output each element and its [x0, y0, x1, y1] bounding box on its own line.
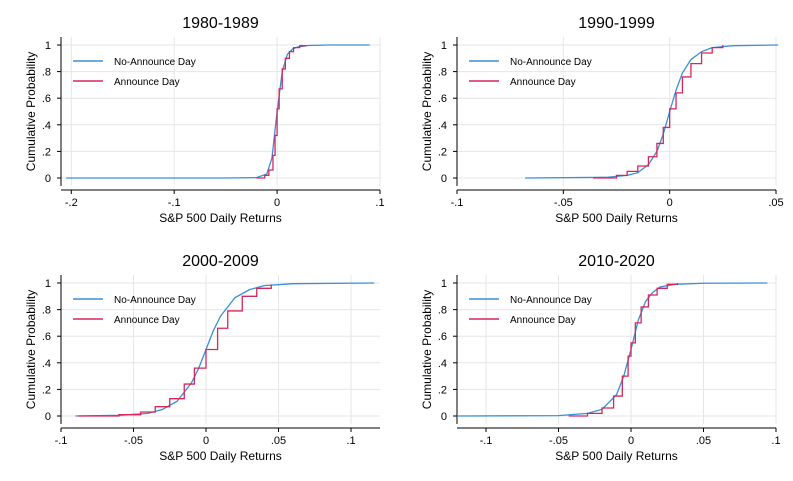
y-tick-label: 1 [45, 40, 51, 52]
y-tick-label: 0 [45, 411, 51, 423]
chart-title: 2010-2020 [578, 253, 655, 270]
x-tick-label: .1 [375, 197, 384, 209]
y-tick-label: .2 [42, 384, 51, 396]
legend-label: Announce Day [114, 315, 180, 326]
x-tick-label: -.05 [549, 435, 568, 447]
y-tick-label: .6 [42, 93, 51, 105]
x-tick-label: 0 [667, 197, 673, 209]
y-tick-label: .8 [438, 305, 447, 317]
y-axis-label: Cumulative Probability [420, 52, 434, 171]
legend-label: Announce Day [114, 77, 180, 88]
chart-svg: 0 .2 .4 .6 .8 1 -.1 -.05 0 .05 .1 No-Announce Day An… [420, 253, 781, 463]
legend-label: Announce Day [510, 77, 576, 88]
y-tick-label: .6 [438, 93, 447, 105]
x-tick-label: 0 [628, 435, 634, 447]
y-tick-label: 0 [441, 411, 447, 423]
y-tick-label: .8 [42, 305, 51, 317]
chart-title: 1980-1989 [182, 15, 259, 32]
chart-title: 1990-1999 [578, 15, 655, 32]
x-tick-label: .05 [271, 435, 286, 447]
plot-area [457, 37, 776, 186]
chart-panel-1980-1989: 0 .2 .4 .6 .8 1 -.2 -.1 0 .1 No-Announce Day Announ… [0, 0, 397, 243]
series-line-announce [568, 283, 679, 417]
y-tick-label: 1 [45, 278, 51, 290]
y-tick-label: .6 [42, 331, 51, 343]
series-line-announce [78, 284, 272, 417]
x-tick-label: 0 [203, 435, 209, 447]
chart-panel-1990-1999: 0 .2 .4 .6 .8 1 -.1 -.05 0 .05 No-Announce Day Anno… [396, 0, 793, 243]
chart-title: 2000-2009 [182, 253, 259, 270]
plot-area [61, 37, 380, 186]
legend-label: No-Announce Day [114, 57, 196, 68]
x-tick-label: -.05 [124, 435, 143, 447]
chart-svg: 0 .2 .4 .6 .8 1 -.1 -.05 0 .05 No-Announce Day Anno… [420, 15, 784, 225]
y-tick-label: .8 [438, 67, 447, 79]
y-tick-label: .2 [42, 146, 51, 158]
x-axis-label: S&P 500 Daily Returns [159, 449, 282, 463]
y-tick-label: 1 [441, 278, 447, 290]
y-tick-label: .4 [42, 358, 51, 370]
legend-label: Announce Day [510, 315, 576, 326]
x-tick-label: -.05 [554, 197, 573, 209]
legend-label: No-Announce Day [114, 295, 196, 306]
legend-label: No-Announce Day [510, 57, 592, 68]
x-tick-label: -.1 [451, 197, 464, 209]
chart-svg: 0 .2 .4 .6 .8 1 -.1 -.05 0 .05 .1 No-Announce Day An… [24, 253, 380, 463]
series-line-announce [593, 45, 724, 179]
y-tick-label: .8 [42, 67, 51, 79]
chart-svg: 0 .2 .4 .6 .8 1 -.2 -.1 0 .1 No-Announce Day Announ… [24, 15, 385, 225]
y-axis-label: Cumulative Probability [420, 290, 434, 409]
x-tick-label: .1 [771, 435, 780, 447]
y-tick-label: .6 [438, 331, 447, 343]
plot-area [61, 275, 380, 424]
y-tick-label: 1 [441, 40, 447, 52]
x-tick-label: -.1 [55, 435, 68, 447]
y-tick-label: .4 [438, 358, 447, 370]
chart-panel-2010-2020: 0 .2 .4 .6 .8 1 -.1 -.05 0 .05 .1 No-Announce Day An… [396, 238, 793, 481]
x-tick-label: 0 [274, 197, 280, 209]
y-tick-label: 0 [45, 173, 51, 185]
y-tick-label: .2 [438, 146, 447, 158]
plot-area [457, 275, 776, 424]
x-axis-label: S&P 500 Daily Returns [159, 211, 282, 225]
y-tick-label: .2 [438, 384, 447, 396]
x-tick-label: -.1 [168, 197, 181, 209]
series-line-announce [256, 45, 307, 179]
x-tick-label: -.1 [480, 435, 493, 447]
y-axis-label: Cumulative Probability [24, 52, 38, 171]
y-tick-label: .4 [42, 120, 51, 132]
y-tick-label: 0 [441, 173, 447, 185]
chart-panel-2000-2009: 0 .2 .4 .6 .8 1 -.1 -.05 0 .05 .1 No-Announce Day An… [0, 238, 397, 481]
x-tick-label: .05 [696, 435, 711, 447]
legend-label: No-Announce Day [510, 295, 592, 306]
x-tick-label: -.2 [65, 197, 78, 209]
x-tick-label: .1 [346, 435, 355, 447]
x-axis-label: S&P 500 Daily Returns [555, 449, 678, 463]
x-axis-label: S&P 500 Daily Returns [555, 211, 678, 225]
y-tick-label: .4 [438, 120, 447, 132]
x-tick-label: .05 [768, 197, 783, 209]
y-axis-label: Cumulative Probability [24, 290, 38, 409]
